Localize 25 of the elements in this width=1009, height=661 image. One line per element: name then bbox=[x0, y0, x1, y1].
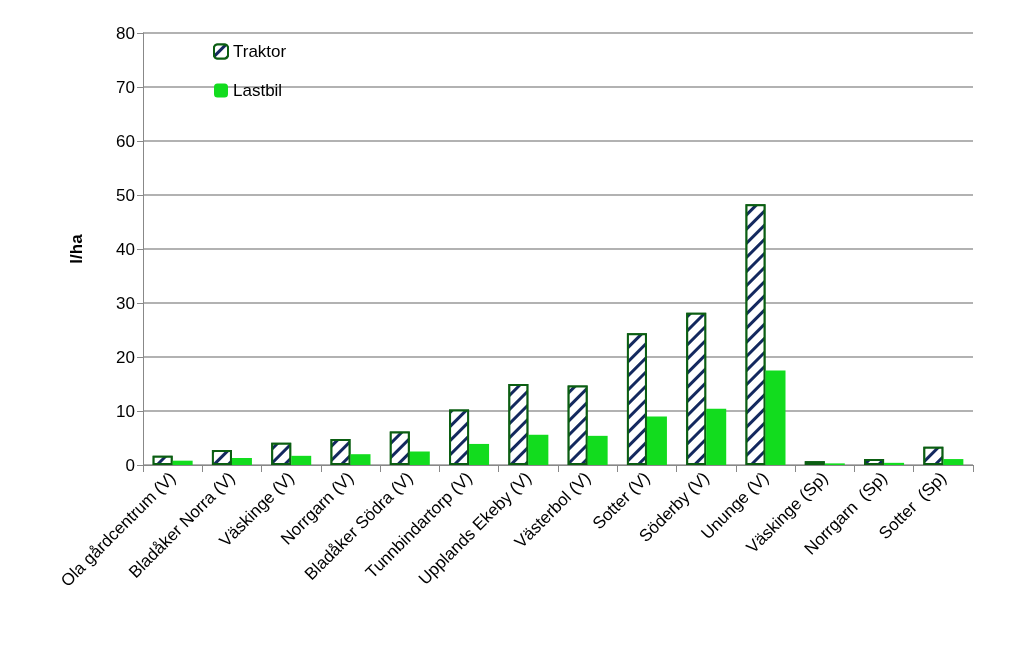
bar bbox=[646, 416, 667, 465]
legend-label: Lastbil bbox=[233, 81, 283, 100]
bar bbox=[172, 460, 193, 465]
bar bbox=[291, 455, 312, 465]
y-tick-label: 30 bbox=[116, 293, 135, 313]
legend-label: Traktor bbox=[233, 42, 287, 61]
bar bbox=[765, 370, 786, 465]
bar bbox=[231, 457, 252, 465]
y-tick-label: 80 bbox=[116, 23, 135, 43]
bar bbox=[943, 459, 964, 465]
bar bbox=[469, 443, 490, 465]
bar bbox=[528, 434, 549, 465]
bar bbox=[350, 454, 371, 465]
y-tick-label: 10 bbox=[116, 401, 135, 421]
y-axis-title: l/ha bbox=[67, 233, 86, 264]
bar bbox=[409, 451, 430, 465]
y-tick-label: 40 bbox=[116, 239, 135, 259]
y-tick-label: 70 bbox=[116, 77, 135, 97]
bar bbox=[884, 462, 905, 465]
bar bbox=[706, 408, 727, 465]
y-tick-label: 0 bbox=[125, 455, 135, 475]
y-tick-label: 20 bbox=[116, 347, 135, 367]
y-tick-label: 50 bbox=[116, 185, 135, 205]
bar bbox=[587, 435, 608, 465]
y-tick-label: 60 bbox=[116, 131, 135, 151]
